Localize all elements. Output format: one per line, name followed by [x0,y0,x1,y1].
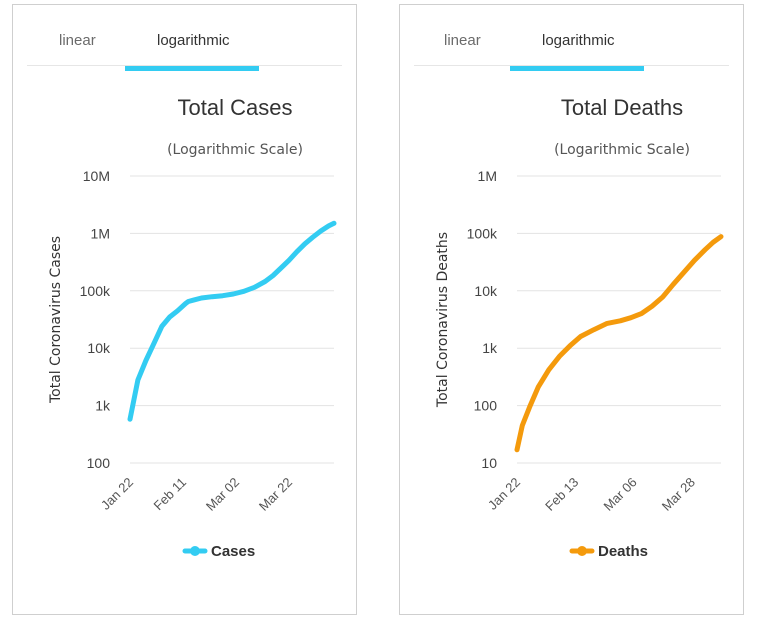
cases-legend-marker [190,546,200,556]
cases-series-line [127,220,337,422]
deaths-active-tab-indicator [510,66,644,71]
cases-chart-subtitle: (Logarithmic Scale) [167,142,303,158]
deaths-chart-title: Total Deaths [561,95,683,120]
deaths-legend-marker [577,546,587,556]
cases-tab-logarithmic[interactable]: logarithmic [157,32,230,49]
deaths-y-tick-label: 100k [467,225,498,241]
deaths-y-tick-label: 1k [482,340,498,356]
deaths-x-tick-label: Mar 06 [600,475,639,514]
cases-y-tick-label: 1M [91,225,110,241]
deaths-y-tick-label: 10 [481,455,497,471]
deaths-x-tick-label: Jan 22 [485,475,523,513]
cases-scale-tabs: linear logarithmic [27,5,342,71]
cases-y-axis-label: Total Coronavirus Cases [48,236,64,404]
cases-x-tick-label: Mar 22 [256,475,295,514]
deaths-panel: linear logarithmic Total Deaths (Logarith… [399,4,744,615]
cases-x-tick-label: Mar 02 [203,475,242,514]
cases-y-tick-label: 100k [80,283,111,299]
cases-legend-label: Cases [211,543,255,560]
deaths-legend-label: Deaths [598,543,648,560]
deaths-tab-logarithmic[interactable]: logarithmic [542,32,615,49]
cases-y-tick-label: 100 [87,455,111,471]
cases-y-tick-label: 10M [83,168,110,184]
deaths-x-tick-label: Feb 13 [542,475,581,514]
cases-y-tick-label: 1k [95,398,111,414]
deaths-y-tick-label: 10k [474,283,498,299]
deaths-y-axis-label: Total Coronavirus Deaths [435,232,451,408]
deaths-scale-tabs: linear logarithmic [414,5,729,71]
cases-y-tick-label: 10k [87,340,111,356]
deaths-tab-linear[interactable]: linear [444,32,481,49]
deaths-x-tick-label: Mar 28 [659,475,698,514]
deaths-y-tick-label: 100 [474,398,498,414]
deaths-chart-subtitle: (Logarithmic Scale) [554,142,690,158]
cases-panel: linear logarithmic Total Cases (Logarithm… [12,4,357,615]
deaths-chart: Total Deaths (Logarithmic Scale) 10 100 1k 10… [435,95,724,560]
cases-tab-linear[interactable]: linear [59,32,96,49]
cases-active-tab-indicator [125,66,259,71]
cases-x-tick-label: Feb 11 [151,475,190,514]
deaths-y-tick-label: 1M [478,168,497,184]
cases-x-tick-label: Jan 22 [98,475,136,513]
cases-chart: Total Cases (Logarithmic Scale) 100 1k 10k 10… [48,95,337,560]
cases-chart-title: Total Cases [178,95,293,120]
deaths-series-line [514,234,724,453]
